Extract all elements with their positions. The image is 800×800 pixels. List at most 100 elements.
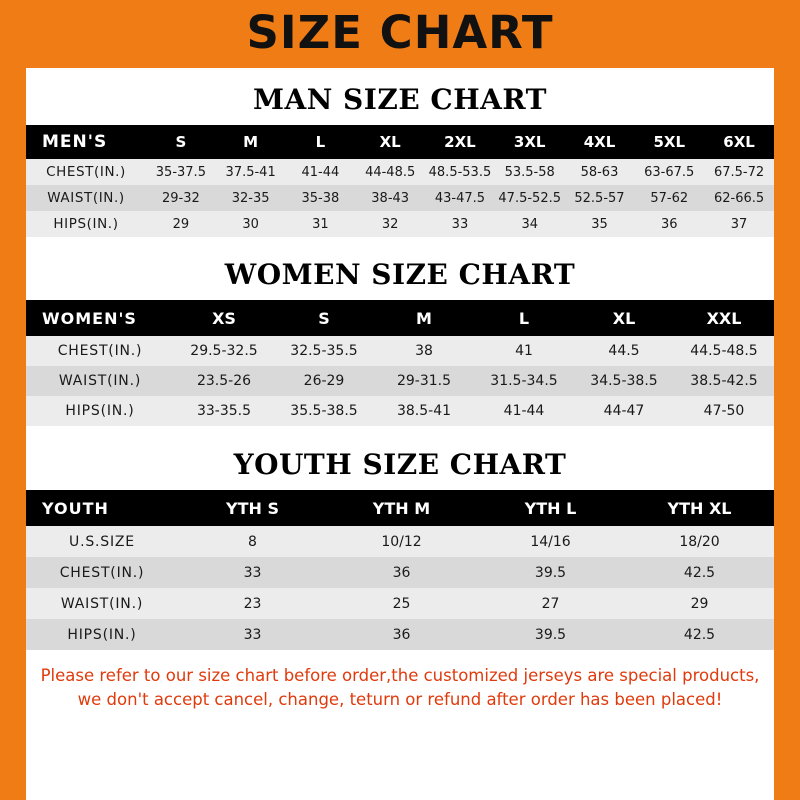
cell: 31.5-34.5	[490, 373, 558, 389]
table-row: CHEST(IN.) 29.5-32.5 32.5-35.5 38 41 44.…	[26, 336, 774, 366]
women-section-title: WOMEN SIZE CHART	[224, 258, 576, 291]
table-row: HIPS(IN.) 33 36 39.5 42.5	[26, 619, 774, 650]
youth-table-header-l: YTH L	[524, 498, 577, 518]
men-table-header-4xl: 4XL	[583, 133, 616, 151]
women-table-header-xl: XL	[612, 308, 636, 328]
men-row-label-chest: CHEST(IN.)	[46, 164, 126, 180]
women-row-label-chest: CHEST(IN.)	[57, 343, 143, 359]
cell: 38.5-41	[396, 403, 452, 419]
cell: 27	[541, 595, 560, 612]
table-header-row: YOUTH YTH S YTH M YTH L YTH XL	[26, 490, 774, 526]
cell: 67.5-72	[713, 164, 765, 180]
women-table-header-xxl: XXL	[706, 308, 742, 328]
cell: 42.5	[683, 564, 716, 581]
page-header: SIZE CHART	[0, 0, 800, 68]
cell: 37	[730, 216, 748, 232]
cell: 10/12	[381, 533, 422, 550]
cell: 62-66.5	[713, 190, 765, 206]
cell: 43-47.5	[434, 190, 486, 206]
footer-note: Please refer to our size chart before or…	[26, 664, 774, 712]
table-header-row: MEN'S S M L XL 2XL 3XL 4XL 5XL 6XL	[26, 125, 774, 159]
cell: 29	[690, 595, 709, 612]
cell: 53.5-58	[504, 164, 555, 180]
table-row: WAIST(IN.) 23.5-26 26-29 29-31.5 31.5-34…	[26, 366, 774, 396]
youth-table-header-xl: YTH XL	[667, 498, 732, 518]
men-table-header-6xl: 6XL	[723, 133, 755, 151]
women-table-header-l: L	[518, 308, 530, 328]
men-table-header-xl: XL	[379, 133, 401, 151]
cell: 23.5-26	[196, 373, 252, 389]
cell: 31	[312, 216, 329, 232]
cell: 47-50	[703, 403, 745, 419]
cell: 29-32	[161, 190, 200, 206]
women-row-label-hips: HIPS(IN.)	[65, 403, 135, 419]
cell: 37.5-41	[225, 164, 276, 180]
cell: 36	[392, 626, 411, 643]
cell: 33	[451, 216, 469, 232]
women-row-label-waist: WAIST(IN.)	[58, 373, 142, 389]
cell: 48.5-53.5	[428, 164, 492, 180]
women-table-header-s: S	[318, 308, 330, 328]
cell: 33-35.5	[196, 403, 252, 419]
men-table-header-l: L	[315, 133, 326, 151]
women-table-header-xs: XS	[212, 308, 236, 328]
table-row: WAIST(IN.) 23 25 27 29	[26, 588, 774, 619]
table-row: U.S.SIZE 8 10/12 14/16 18/20	[26, 526, 774, 557]
table-row: WAIST(IN.) 29-32 32-35 35-38 38-43 43-47…	[26, 185, 774, 211]
cell: 44.5	[608, 343, 640, 359]
cell: 35-38	[301, 190, 340, 206]
women-size-table: WOMEN'S XS S M L XL XXL CHEST(IN.) 29.5-…	[26, 300, 774, 426]
cell: 38.5-42.5	[690, 373, 758, 389]
footer-note-line1: Please refer to our size chart before or…	[40, 666, 760, 685]
cell: 25	[392, 595, 411, 612]
cell: 33	[243, 564, 262, 581]
cell: 57-62	[650, 190, 689, 206]
men-row-label-waist: WAIST(IN.)	[47, 190, 125, 206]
cell: 32.5-35.5	[290, 343, 358, 359]
cell: 14/16	[530, 533, 571, 550]
cell: 44.5-48.5	[690, 343, 758, 359]
cell: 18/20	[679, 533, 720, 550]
cell: 42.5	[683, 626, 716, 643]
youth-row-label-chest: CHEST(IN.)	[59, 564, 145, 581]
right-orange-bar	[774, 0, 800, 800]
cell: 63-67.5	[644, 164, 695, 180]
table-header-row: WOMEN'S XS S M L XL XXL	[26, 300, 774, 336]
men-table-header-5xl: 5XL	[653, 133, 686, 151]
left-orange-bar	[0, 0, 26, 800]
men-table-header-3xl: 3XL	[513, 133, 546, 151]
youth-row-label-waist: WAIST(IN.)	[60, 595, 144, 612]
content-area: MAN SIZE CHART MEN'S S M L XL 2XL 3XL 4X…	[0, 83, 800, 712]
youth-row-label-hips: HIPS(IN.)	[67, 626, 137, 643]
cell: 29	[172, 216, 190, 232]
men-table-header-s: S	[175, 133, 187, 151]
cell: 35-37.5	[155, 164, 206, 180]
cell: 44-48.5	[365, 164, 416, 180]
cell: 52.5-57	[574, 190, 625, 206]
men-table-header-label: MEN'S	[42, 132, 108, 152]
cell: 58-63	[580, 164, 619, 180]
cell: 35.5-38.5	[290, 403, 358, 419]
cell: 39.5	[534, 564, 567, 581]
youth-table-header-m: YTH M	[372, 498, 431, 518]
cell: 36	[660, 216, 678, 232]
women-table-header-m: M	[416, 308, 432, 328]
cell: 29.5-32.5	[190, 343, 258, 359]
table-row: CHEST(IN.) 33 36 39.5 42.5	[26, 557, 774, 588]
men-table-header-m: M	[243, 133, 259, 151]
table-row: HIPS(IN.) 29 30 31 32 33 34 35 36 37	[26, 211, 774, 237]
cell: 44-47	[603, 403, 645, 419]
men-size-table: MEN'S S M L XL 2XL 3XL 4XL 5XL 6XL CHEST…	[26, 125, 774, 237]
youth-table-header-label: YOUTH	[42, 498, 109, 518]
men-table-header-2xl: 2XL	[444, 133, 476, 151]
table-row: CHEST(IN.) 35-37.5 37.5-41 41-44 44-48.5…	[26, 159, 774, 185]
women-table-header-label: WOMEN'S	[42, 308, 137, 328]
cell: 34	[521, 216, 538, 232]
youth-section-title: YOUTH SIZE CHART	[233, 448, 567, 481]
youth-size-table: YOUTH YTH S YTH M YTH L YTH XL U.S.SIZE …	[26, 490, 774, 650]
cell: 38-43	[371, 190, 410, 206]
page-title: SIZE CHART	[246, 6, 554, 59]
footer-note-line2: we don't accept cancel, change, teturn o…	[77, 689, 723, 709]
cell: 47.5-52.5	[498, 190, 561, 206]
